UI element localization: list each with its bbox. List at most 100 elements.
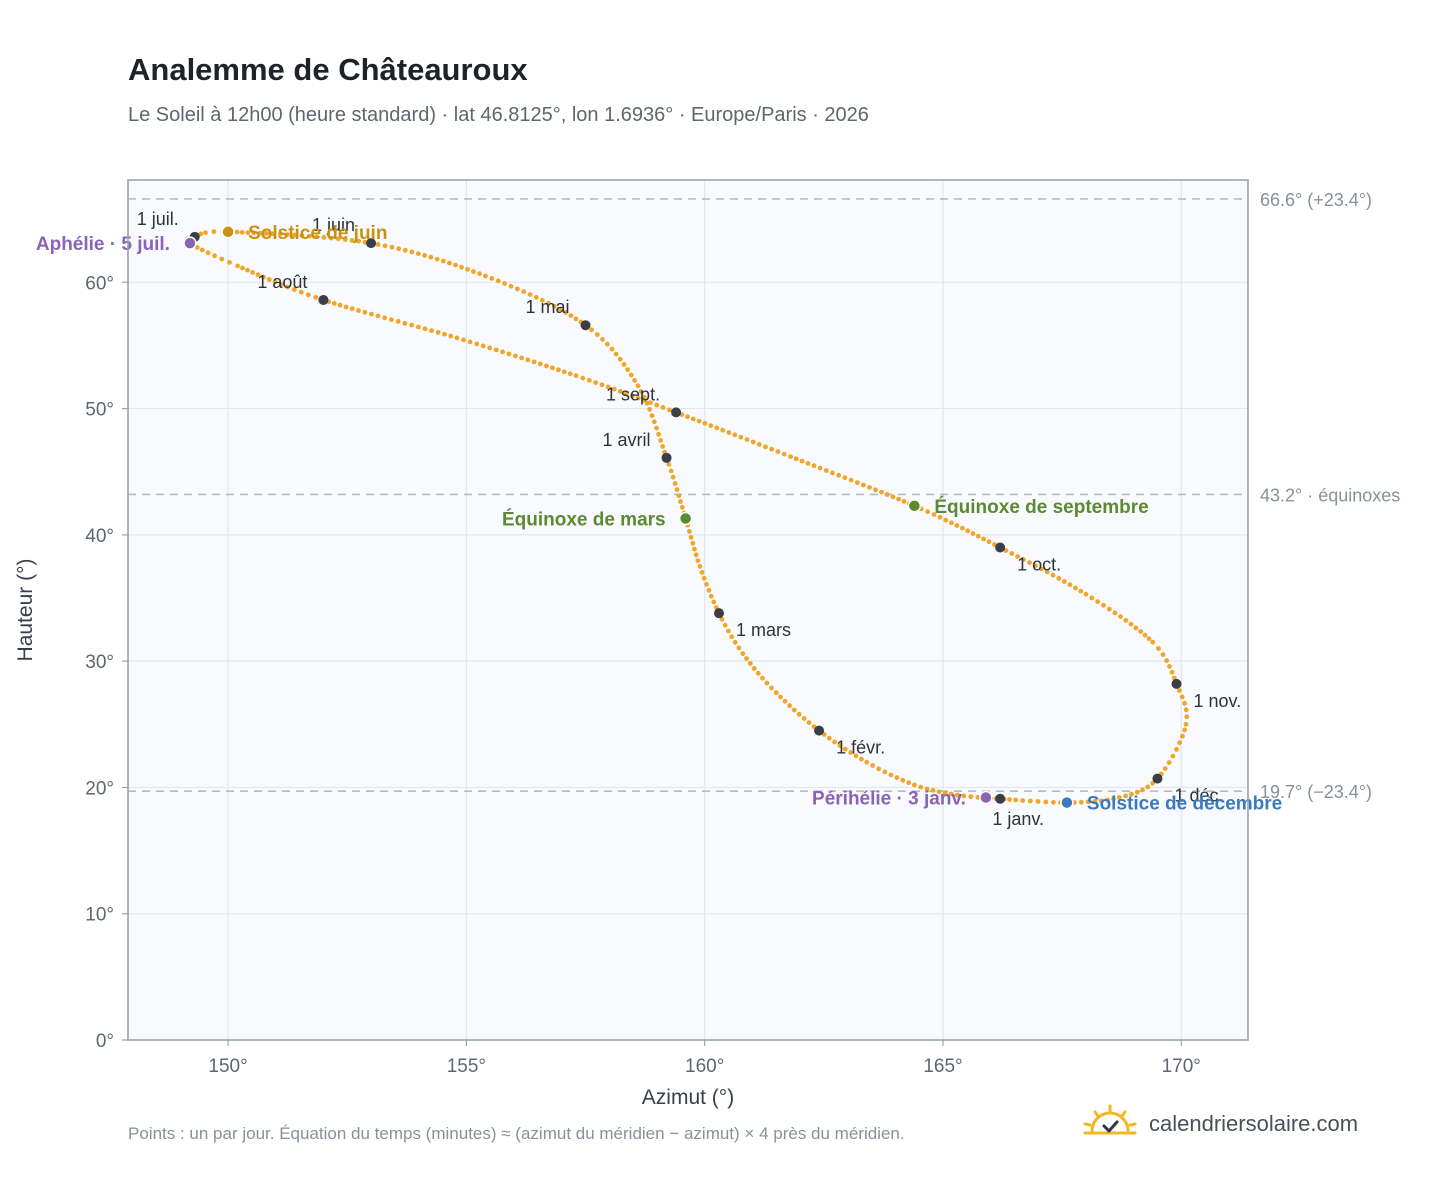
daily-sun-point bbox=[672, 481, 678, 486]
daily-sun-point bbox=[617, 389, 623, 394]
daily-sun-point bbox=[1129, 791, 1134, 797]
daily-sun-point bbox=[729, 634, 735, 640]
daily-sun-point bbox=[1027, 560, 1032, 565]
daily-sun-point bbox=[540, 297, 545, 303]
daily-sun-point bbox=[1095, 599, 1101, 604]
daily-sun-point bbox=[533, 295, 539, 300]
equinox-label: Équinoxe de septembre bbox=[934, 496, 1148, 518]
daily-sun-point bbox=[563, 310, 568, 315]
daily-sun-point bbox=[674, 487, 680, 492]
month-marker bbox=[995, 542, 1006, 553]
daily-sun-point bbox=[787, 703, 792, 709]
daily-sun-point bbox=[589, 327, 594, 333]
daily-sun-point bbox=[676, 493, 682, 499]
daily-sun-point bbox=[1033, 563, 1038, 569]
daily-sun-point bbox=[442, 331, 447, 337]
month-marker bbox=[671, 407, 682, 418]
daily-sun-point bbox=[261, 274, 266, 280]
daily-sun-point bbox=[1083, 591, 1089, 597]
daily-sun-point bbox=[1182, 727, 1187, 733]
daily-sun-point bbox=[299, 233, 305, 239]
daily-sun-point bbox=[459, 264, 464, 270]
daily-sun-point bbox=[623, 391, 629, 397]
daily-sun-point bbox=[760, 675, 765, 681]
y-tick-label: 60° bbox=[85, 273, 114, 294]
daily-sun-point bbox=[658, 438, 663, 443]
daily-sun-point bbox=[660, 444, 665, 449]
daily-sun-point bbox=[513, 353, 518, 359]
daily-sun-point bbox=[313, 295, 319, 300]
daily-sun-point bbox=[861, 482, 866, 488]
chart-markers bbox=[183, 225, 1182, 810]
daily-sun-point bbox=[981, 536, 986, 542]
daily-sun-point bbox=[854, 480, 860, 485]
chart-title: Analemme de Châteauroux bbox=[128, 52, 528, 87]
daily-sun-point bbox=[692, 546, 697, 552]
daily-sun-point bbox=[924, 786, 930, 792]
daily-sun-point bbox=[848, 750, 854, 755]
daily-sun-point bbox=[1027, 798, 1033, 804]
daily-sun-point bbox=[461, 337, 466, 343]
daily-sun-point bbox=[879, 489, 884, 495]
daily-sun-point bbox=[750, 439, 756, 445]
daily-sun-point bbox=[702, 420, 708, 426]
daily-sun-point bbox=[621, 362, 627, 367]
daily-sun-point bbox=[842, 746, 848, 752]
daily-sun-point bbox=[882, 769, 888, 775]
daily-sun-point bbox=[806, 720, 812, 725]
daily-sun-point bbox=[719, 616, 725, 622]
daily-sun-point bbox=[1138, 629, 1143, 634]
daily-sun-point bbox=[362, 309, 368, 315]
daily-sun-point bbox=[1098, 798, 1104, 804]
daily-sun-point bbox=[199, 247, 205, 253]
daily-sun-point bbox=[389, 244, 395, 250]
y-tick-label: 10° bbox=[85, 905, 114, 926]
daily-sun-point bbox=[342, 237, 348, 242]
month-marker bbox=[713, 608, 724, 619]
daily-sun-point bbox=[826, 735, 832, 741]
daily-sun-point bbox=[1062, 579, 1067, 584]
daily-sun-point bbox=[429, 328, 434, 333]
daily-sun-point bbox=[599, 382, 605, 388]
analemma-curve bbox=[184, 229, 1190, 805]
daily-sun-point bbox=[711, 599, 717, 605]
daily-sun-point bbox=[884, 492, 890, 497]
y-tick-label: 0° bbox=[96, 1031, 114, 1052]
month-marker bbox=[580, 320, 591, 331]
daily-sun-point bbox=[930, 788, 936, 793]
daily-sun-point bbox=[375, 242, 381, 247]
daily-sun-point bbox=[422, 326, 428, 332]
daily-sun-point bbox=[918, 784, 924, 790]
daily-sun-point bbox=[489, 276, 495, 281]
daily-sun-point bbox=[830, 470, 835, 476]
daily-sun-point bbox=[751, 666, 757, 671]
daily-sun-point bbox=[763, 444, 768, 450]
daily-sun-point bbox=[695, 558, 701, 563]
daily-sun-point bbox=[687, 529, 692, 534]
daily-sun-point bbox=[593, 380, 599, 385]
daily-sun-point bbox=[1101, 602, 1106, 608]
daily-sun-point bbox=[778, 694, 783, 700]
daily-sun-point bbox=[853, 753, 859, 759]
brand-logo[interactable]: calendriersolaire.com bbox=[1083, 1102, 1358, 1146]
daily-sun-point bbox=[1111, 796, 1116, 802]
daily-sun-point bbox=[629, 393, 635, 399]
daily-sun-point bbox=[738, 434, 744, 440]
daily-sun-point bbox=[1116, 795, 1122, 800]
footnote: Points : un par jour. Équation du temps … bbox=[128, 1124, 905, 1143]
daily-sun-point bbox=[402, 320, 408, 326]
daily-sun-point bbox=[454, 335, 460, 341]
daily-sun-point bbox=[1170, 753, 1176, 759]
apsis-marker bbox=[979, 790, 993, 805]
reference-line-label: 19.7° (−23.4°) bbox=[1260, 782, 1372, 802]
daily-sun-point bbox=[477, 271, 482, 277]
daily-sun-point bbox=[506, 351, 512, 357]
daily-sun-point bbox=[1150, 639, 1156, 645]
daily-sun-point bbox=[551, 303, 557, 309]
daily-sun-point bbox=[648, 400, 653, 406]
daily-sun-point bbox=[416, 324, 421, 330]
apsis-label: Périhélie · 3 janv. bbox=[812, 789, 966, 810]
daily-sun-point bbox=[1128, 621, 1134, 627]
x-axis-title: Azimut (°) bbox=[642, 1086, 734, 1109]
daily-sun-point bbox=[335, 236, 341, 242]
